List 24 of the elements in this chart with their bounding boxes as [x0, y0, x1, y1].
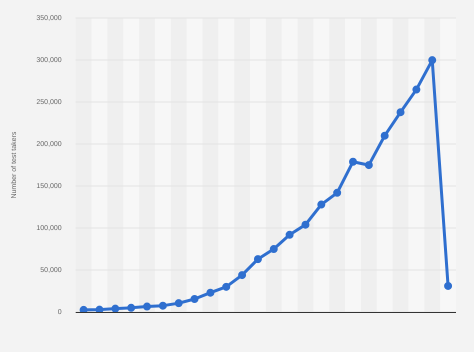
point [380, 132, 389, 140]
point [396, 108, 405, 116]
point [317, 200, 326, 209]
point [143, 302, 152, 311]
point [301, 220, 310, 229]
point [428, 56, 436, 64]
point [270, 245, 278, 254]
point [95, 306, 104, 312]
point [349, 158, 358, 166]
point [190, 294, 199, 303]
point [127, 304, 136, 312]
point [364, 161, 373, 170]
point [111, 304, 120, 312]
point [333, 188, 342, 197]
point [444, 282, 452, 290]
point [238, 271, 246, 280]
point [254, 255, 262, 264]
point [80, 306, 88, 312]
point [222, 282, 230, 291]
point [158, 302, 167, 310]
point [286, 230, 294, 239]
point [412, 86, 420, 94]
point [174, 299, 183, 308]
point [206, 288, 214, 297]
